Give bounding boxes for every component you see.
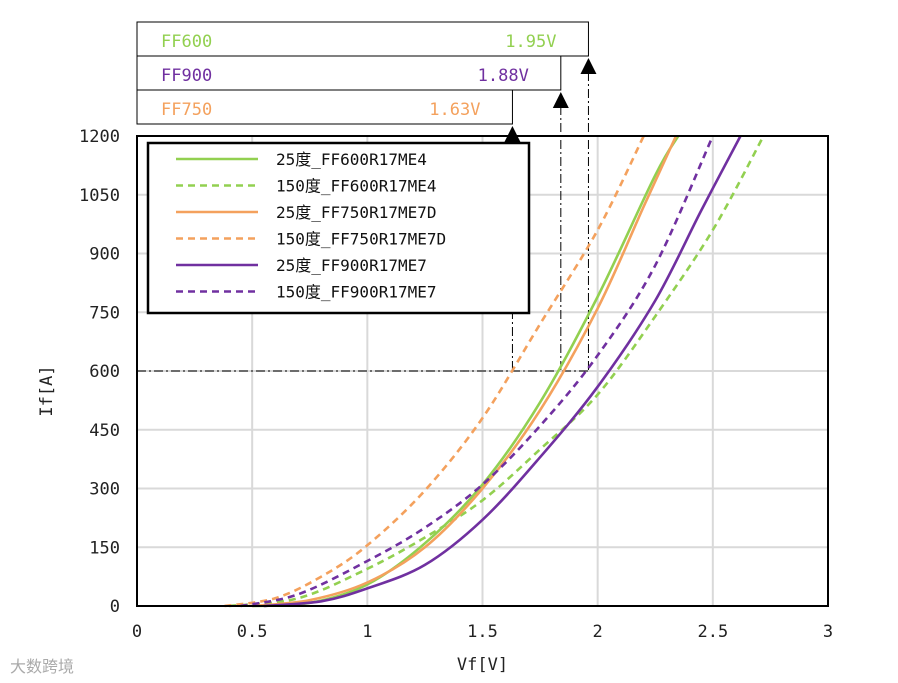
plot-frame: [136, 135, 829, 607]
y-tick-label: 450: [89, 421, 120, 441]
x-axis-label: Vf[V]: [457, 655, 508, 675]
x-tick-label: 3: [823, 622, 833, 642]
x-tick-label: 2: [593, 622, 603, 642]
annotation-device-label: FF900: [161, 66, 212, 86]
series-line-150度_FF900R17ME7: [240, 135, 714, 608]
annotation-row-box: [136, 55, 562, 91]
annotation-device-label: FF600: [161, 32, 212, 52]
y-tick-label: 900: [89, 245, 120, 265]
y-tick-label: 1050: [79, 186, 120, 206]
annotation-voltage-value: 1.88V: [478, 66, 529, 86]
annotation-voltage-value: 1.95V: [505, 32, 556, 52]
legend-label: 150度_FF600R17ME4: [276, 177, 437, 196]
legend-label: 25度_FF900R17ME7: [276, 256, 427, 275]
x-tick-label: 1.5: [467, 622, 498, 642]
y-tick-labels: 0 150 300 450 600 750 900 1050 1200: [79, 127, 120, 617]
legend-label: 25度_FF600R17ME4: [276, 150, 427, 169]
y-tick-label: 150: [89, 538, 120, 558]
x-tick-label: 1: [362, 622, 372, 642]
legend-label: 150度_FF750R17ME7D: [276, 230, 446, 249]
y-tick-label: 1200: [79, 127, 120, 147]
annotation-voltage-value: 1.63V: [429, 100, 480, 120]
y-axis-label: If[A]: [37, 365, 57, 416]
annotation-device-label: FF750: [161, 100, 212, 120]
legend-box: [146, 141, 531, 315]
y-tick-label: 750: [89, 303, 120, 323]
legend: 25度_FF600R17ME4 150度_FF600R17ME4 25度_FF750…: [146, 141, 531, 315]
annotation-row-box: [136, 89, 513, 125]
series-curves: [224, 135, 765, 608]
arrow-head: [504, 126, 521, 142]
x-tick-label: 2.5: [697, 622, 728, 642]
series-line-25度_FF900R17ME7: [263, 135, 742, 608]
arrow-head: [552, 92, 569, 108]
y-tick-label: 600: [89, 362, 120, 382]
x-tick-label: 0.5: [237, 622, 268, 642]
annotation-table: FF600 1.95V FF900 1.88V FF750 1.63V: [136, 21, 597, 142]
watermark-text: 大数跨境: [10, 657, 74, 676]
series-line-150度_FF600R17ME4: [228, 135, 765, 608]
arrow-head: [580, 58, 597, 74]
series-line-25度_FF600R17ME4: [252, 135, 680, 608]
series-line-150度_FF750R17ME7D: [224, 135, 645, 608]
y-tick-label: 300: [89, 480, 120, 500]
y-tick-label: 0: [110, 597, 120, 617]
legend-label: 150度_FF900R17ME7: [276, 283, 437, 302]
x-tick-label: 0: [132, 622, 142, 642]
x-tick-labels: 0 0.5 1 1.5 2 2.5 3: [132, 622, 833, 642]
legend-label: 25度_FF750R17ME7D: [276, 203, 437, 222]
